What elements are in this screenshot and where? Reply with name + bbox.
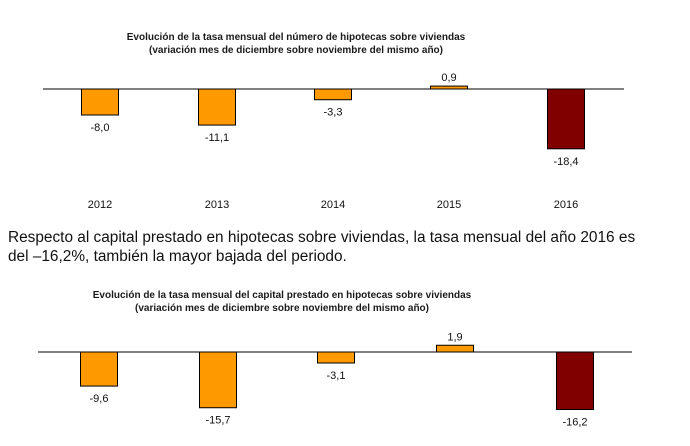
x-tick-label-2013: 2013 xyxy=(205,199,229,211)
data-label-2015: 0,9 xyxy=(441,72,456,84)
data-label-2016: -16,2 xyxy=(562,417,587,429)
chart-title-line2: (variación mes de diciembre sobre noviem… xyxy=(149,45,443,56)
paragraph-line-2: del –16,2%, también la mayor bajada del … xyxy=(8,248,347,265)
bar-2013 xyxy=(199,351,237,409)
bar-2016 xyxy=(547,88,585,150)
bar-2014 xyxy=(317,351,355,364)
chart-title-line1: Evolución de la tasa mensual del capital… xyxy=(93,290,472,301)
data-label-2016: -18,4 xyxy=(553,156,578,168)
body-paragraph: Respecto al capital prestado en hipoteca… xyxy=(8,228,684,266)
data-label-2014: -3,1 xyxy=(327,370,346,382)
chart-title-line2: (variación mes de diciembre sobre noviem… xyxy=(135,303,429,314)
x-tick-label-2015: 2015 xyxy=(437,199,461,211)
bar-2015 xyxy=(436,344,474,353)
plot-area: -8,0 2012 -11,1 2013 -3,3 2014 0,9 2015 -18,4 201… xyxy=(43,72,624,211)
bar-2013 xyxy=(198,88,236,126)
data-label-2013: -15,7 xyxy=(205,415,230,427)
chart-title-line1: Evolución de la tasa mensual del número … xyxy=(127,32,466,43)
x-tick-label-2012: 2012 xyxy=(88,199,112,211)
bar-2016 xyxy=(556,351,594,411)
bar-2014 xyxy=(314,88,352,101)
x-tick-label-2014: 2014 xyxy=(321,199,345,211)
bar-2012 xyxy=(81,88,119,116)
paragraph-line-1: Respecto al capital prestado en hipoteca… xyxy=(8,229,636,246)
bar-2012 xyxy=(80,351,118,387)
data-label-2012: -9,6 xyxy=(90,393,109,405)
data-label-2014: -3,3 xyxy=(324,107,343,119)
mortgage-capital-chart: Evolución de la tasa mensual del capital… xyxy=(38,290,632,429)
x-tick-label-2016: 2016 xyxy=(554,199,578,211)
plot-area: -9,6 -15,7 -3,1 1,9 -16,2 xyxy=(38,331,632,429)
data-label-2012: -8,0 xyxy=(91,122,110,134)
mortgage-count-chart: Evolución de la tasa mensual del número … xyxy=(43,32,624,211)
data-label-2015: 1,9 xyxy=(447,331,462,343)
data-label-2013: -11,1 xyxy=(205,132,229,144)
